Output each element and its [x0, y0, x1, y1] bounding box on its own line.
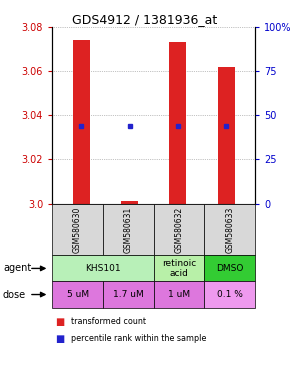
Text: percentile rank within the sample: percentile rank within the sample	[71, 334, 206, 343]
Text: retinoic
acid: retinoic acid	[162, 259, 196, 278]
Text: 1 uM: 1 uM	[168, 290, 190, 299]
Text: agent: agent	[3, 263, 31, 273]
Text: dose: dose	[3, 290, 26, 300]
Bar	[169, 42, 186, 204]
Bar	[73, 40, 90, 204]
Bar	[121, 201, 138, 204]
Text: ■: ■	[55, 334, 64, 344]
Text: DMSO: DMSO	[216, 264, 244, 273]
Text: 0.1 %: 0.1 %	[217, 290, 243, 299]
Text: GDS4912 / 1381936_at: GDS4912 / 1381936_at	[72, 13, 218, 26]
Text: GSM580633: GSM580633	[225, 206, 234, 253]
Text: GSM580632: GSM580632	[175, 206, 184, 253]
Bar	[218, 67, 235, 204]
Text: 1.7 uM: 1.7 uM	[113, 290, 144, 299]
Text: 5 uM: 5 uM	[66, 290, 89, 299]
Text: GSM580630: GSM580630	[73, 206, 82, 253]
Text: ■: ■	[55, 317, 64, 327]
Text: KHS101: KHS101	[85, 264, 121, 273]
Text: transformed count: transformed count	[71, 317, 146, 326]
Text: GSM580631: GSM580631	[124, 206, 133, 253]
